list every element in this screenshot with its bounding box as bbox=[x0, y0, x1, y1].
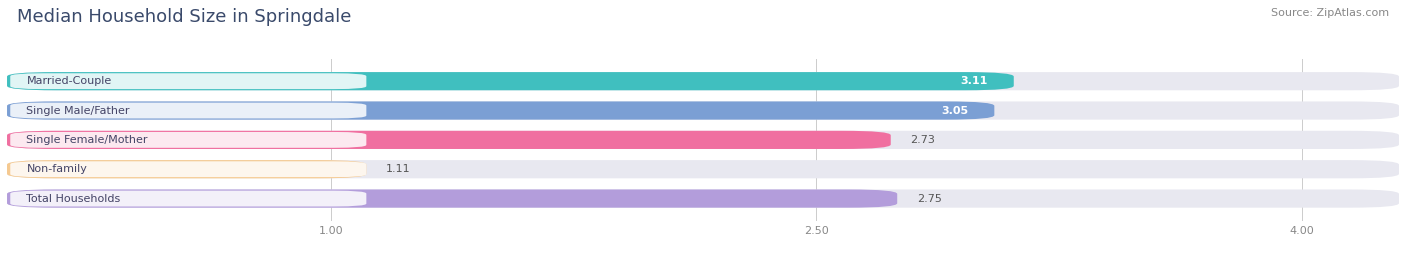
FancyBboxPatch shape bbox=[7, 101, 994, 120]
FancyBboxPatch shape bbox=[7, 189, 897, 208]
Text: Non-family: Non-family bbox=[27, 164, 87, 174]
Text: 2.75: 2.75 bbox=[917, 194, 942, 204]
Text: Single Male/Father: Single Male/Father bbox=[27, 105, 129, 115]
FancyBboxPatch shape bbox=[7, 160, 1399, 178]
Text: 3.05: 3.05 bbox=[941, 105, 969, 115]
Text: Married-Couple: Married-Couple bbox=[27, 76, 111, 86]
Text: Source: ZipAtlas.com: Source: ZipAtlas.com bbox=[1271, 8, 1389, 18]
FancyBboxPatch shape bbox=[10, 161, 367, 177]
Text: Single Female/Mother: Single Female/Mother bbox=[27, 135, 148, 145]
FancyBboxPatch shape bbox=[7, 131, 891, 149]
FancyBboxPatch shape bbox=[10, 73, 367, 89]
Text: 1.11: 1.11 bbox=[385, 164, 411, 174]
Text: Median Household Size in Springdale: Median Household Size in Springdale bbox=[17, 8, 352, 26]
Text: 2.73: 2.73 bbox=[910, 135, 935, 145]
FancyBboxPatch shape bbox=[10, 132, 367, 148]
FancyBboxPatch shape bbox=[7, 160, 367, 178]
FancyBboxPatch shape bbox=[7, 131, 1399, 149]
Text: Total Households: Total Households bbox=[27, 194, 121, 204]
FancyBboxPatch shape bbox=[7, 72, 1399, 90]
FancyBboxPatch shape bbox=[10, 102, 367, 118]
FancyBboxPatch shape bbox=[7, 101, 1399, 120]
FancyBboxPatch shape bbox=[10, 191, 367, 207]
Text: 3.11: 3.11 bbox=[960, 76, 988, 86]
FancyBboxPatch shape bbox=[7, 72, 1014, 90]
FancyBboxPatch shape bbox=[7, 189, 1399, 208]
